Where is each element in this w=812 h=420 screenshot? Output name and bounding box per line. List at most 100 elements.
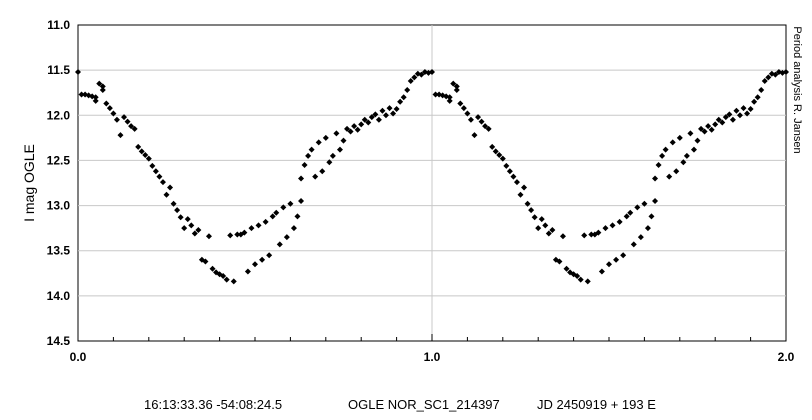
data-point (368, 114, 375, 121)
data-point (736, 112, 743, 119)
data-point (485, 125, 492, 132)
data-point (283, 234, 290, 241)
data-point (248, 225, 255, 232)
data-point (269, 213, 276, 220)
data-point (305, 152, 312, 159)
data-point (669, 139, 676, 146)
data-point (460, 105, 467, 112)
y-axis-label: I mag OGLE (21, 144, 37, 222)
data-point (379, 107, 386, 114)
tick-layer: 11.0 11.5 12.0 12.5 13.0 13.5 14.0 14.5 0.0 1.0 2.… (47, 18, 795, 364)
data-point (602, 225, 609, 232)
data-point (761, 77, 768, 84)
y-tick-label: 11.0 (47, 18, 70, 32)
data-point (517, 191, 524, 198)
data-point (545, 230, 552, 237)
data-point (538, 216, 545, 223)
data-point (489, 143, 496, 150)
x-tick-label: 2.0 (778, 350, 795, 364)
data-point (662, 146, 669, 153)
data-point (506, 168, 513, 175)
data-point (705, 123, 712, 130)
data-point (634, 204, 641, 211)
data-point (475, 114, 482, 121)
data-point (744, 110, 751, 117)
grid-layer (78, 25, 786, 341)
data-point (390, 110, 397, 117)
data-point (78, 91, 85, 98)
data-point (188, 222, 195, 229)
data-point (113, 116, 120, 123)
data-point (528, 207, 535, 214)
data-point (301, 161, 308, 168)
data-point (138, 148, 145, 155)
data-point (595, 229, 602, 236)
footer-coordinates: 16:13:33.36 -54:08:24.5 (144, 397, 283, 412)
footer-object-id: OGLE NOR_SC1_214397 (348, 397, 500, 412)
data-point (712, 121, 719, 128)
data-point (577, 276, 584, 283)
data-point (715, 116, 722, 123)
y-tick-label: 12.5 (47, 153, 71, 167)
data-point (290, 225, 297, 232)
data-point (574, 272, 581, 279)
footer-ephemeris: JD 2450919 + 193 E (537, 397, 656, 412)
data-point (99, 83, 106, 90)
data-point (471, 132, 478, 139)
data-point (584, 278, 591, 285)
data-point (482, 123, 489, 130)
data-point (131, 125, 138, 132)
data-point (354, 126, 361, 133)
data-point (259, 256, 266, 263)
data-point (244, 268, 251, 275)
data-point (329, 152, 336, 159)
data-point (620, 252, 627, 259)
y-tick-label: 14.0 (47, 289, 71, 303)
data-point (191, 230, 198, 237)
data-point (496, 152, 503, 159)
data-point (513, 179, 520, 186)
data-point (280, 204, 287, 211)
data-point (312, 173, 319, 180)
data-point (598, 268, 605, 275)
data-point (683, 152, 690, 159)
data-point (729, 116, 736, 123)
data-point (347, 128, 354, 135)
data-point (499, 155, 506, 162)
data-point (266, 252, 273, 259)
data-point (202, 258, 209, 265)
data-point (276, 241, 283, 248)
data-point (241, 229, 248, 236)
data-point (195, 226, 202, 233)
data-point (322, 134, 329, 141)
data-point (694, 137, 701, 144)
data-point (581, 232, 588, 239)
data-point (637, 234, 644, 241)
data-point (687, 130, 694, 137)
data-point (351, 123, 358, 130)
data-point (616, 218, 623, 225)
data-point (758, 87, 765, 94)
data-point (609, 222, 616, 229)
data-point (627, 209, 634, 216)
data-point (336, 146, 343, 153)
data-point (450, 80, 457, 87)
data-point (407, 77, 414, 84)
data-point (252, 261, 258, 268)
data-point (722, 114, 729, 121)
data-point (559, 233, 566, 240)
data-point (542, 222, 549, 229)
data-point (230, 278, 237, 285)
data-point (128, 123, 135, 130)
data-point (170, 200, 177, 207)
data-point (673, 168, 680, 175)
data-point (747, 105, 754, 112)
data-point (641, 200, 648, 207)
data-point (135, 143, 142, 150)
data-point (117, 132, 124, 139)
data-point (666, 173, 673, 180)
data-point (326, 159, 333, 166)
data-point (209, 265, 216, 272)
data-point (659, 152, 666, 159)
